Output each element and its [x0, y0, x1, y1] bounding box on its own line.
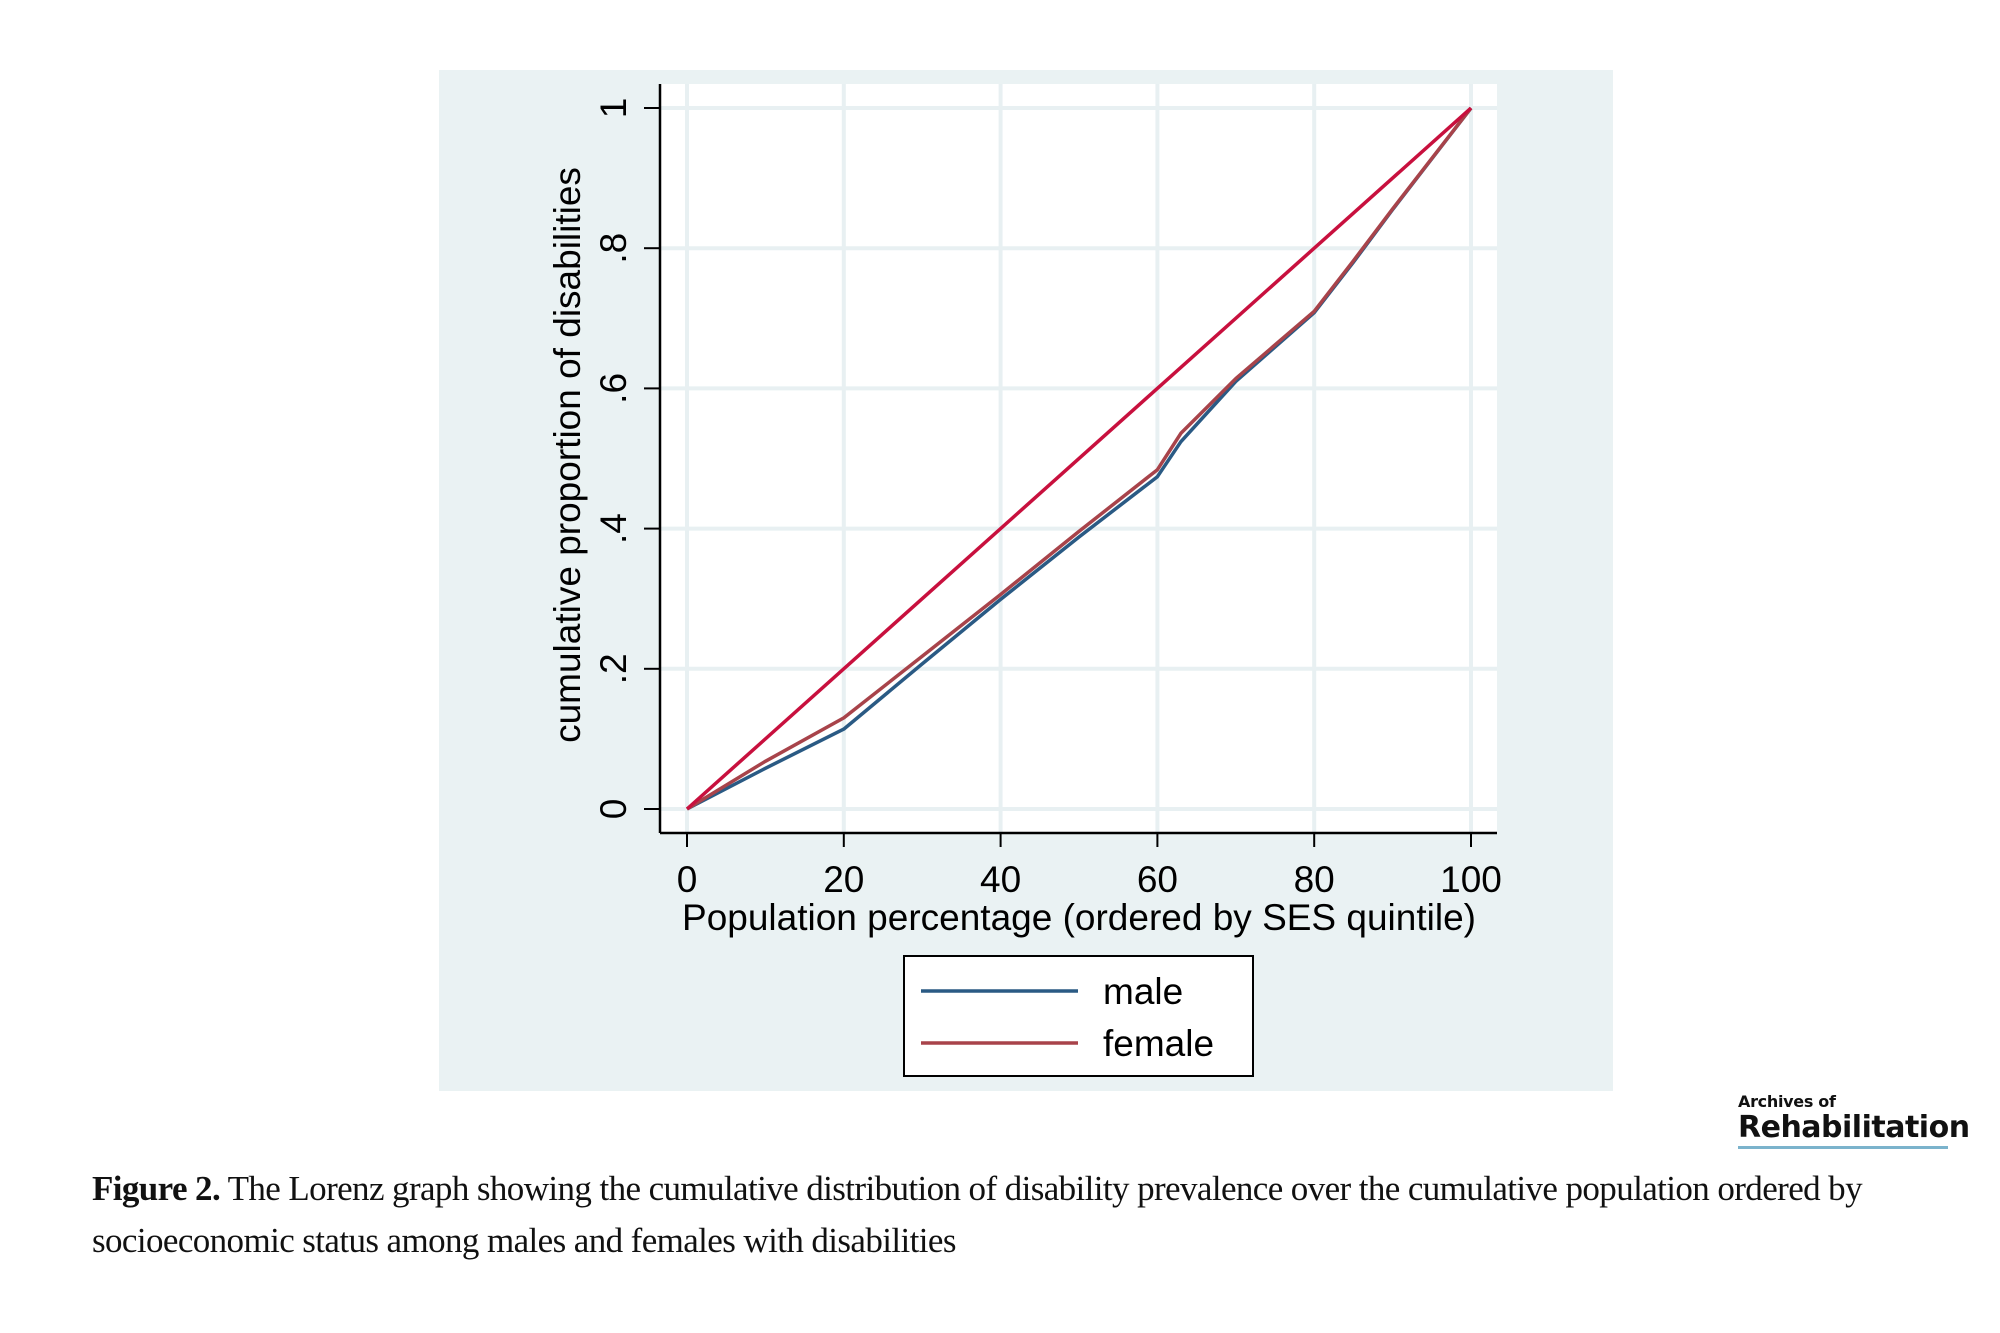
legend-label-male: male — [1103, 971, 1183, 1012]
y-tick-label: 0 — [593, 799, 634, 820]
grid-lines — [660, 84, 1497, 833]
x-tick-label: 60 — [1137, 859, 1178, 900]
y-ticks: 0 .2 .4 .6 .8 1 — [593, 98, 660, 820]
figure-caption-label: Figure 2. — [92, 1169, 221, 1208]
y-tick-label: .4 — [593, 513, 634, 544]
figure-caption-text: The Lorenz graph showing the cumulative … — [92, 1169, 1863, 1260]
x-tick-label: 20 — [823, 859, 864, 900]
logo-line-archives: Archives of — [1738, 1092, 1836, 1111]
series-lines — [685, 106, 1473, 811]
legend-box — [903, 955, 1254, 1077]
series-line-female — [686, 106, 1473, 811]
legend-label-female: female — [1103, 1023, 1214, 1064]
y-tick-label: .8 — [593, 233, 634, 264]
y-axis-label: cumulative proportion of disabilities — [547, 167, 588, 743]
y-tick-label: .6 — [593, 373, 634, 404]
logo-underline — [1738, 1146, 1948, 1149]
x-tick-label: 80 — [1294, 859, 1335, 900]
x-tick-label: 40 — [980, 859, 1021, 900]
x-ticks: 0 20 40 60 80 100 — [677, 833, 1502, 900]
x-axis-label: Population percentage (ordered by SES qu… — [682, 897, 1476, 938]
legend: male female — [903, 955, 1254, 1077]
x-tick-label: 0 — [677, 859, 698, 900]
logo-line-rehabilitation: Rehabilitation — [1738, 1110, 1970, 1145]
series-line-equality-line — [685, 106, 1473, 811]
journal-logo: Archives of Rehabilitation — [1738, 1092, 1970, 1149]
y-tick-label: .2 — [593, 653, 634, 684]
y-tick-label: 1 — [593, 98, 634, 119]
figure-caption: Figure 2. The Lorenz graph showing the c… — [92, 1163, 1972, 1267]
x-tick-label: 100 — [1440, 859, 1502, 900]
